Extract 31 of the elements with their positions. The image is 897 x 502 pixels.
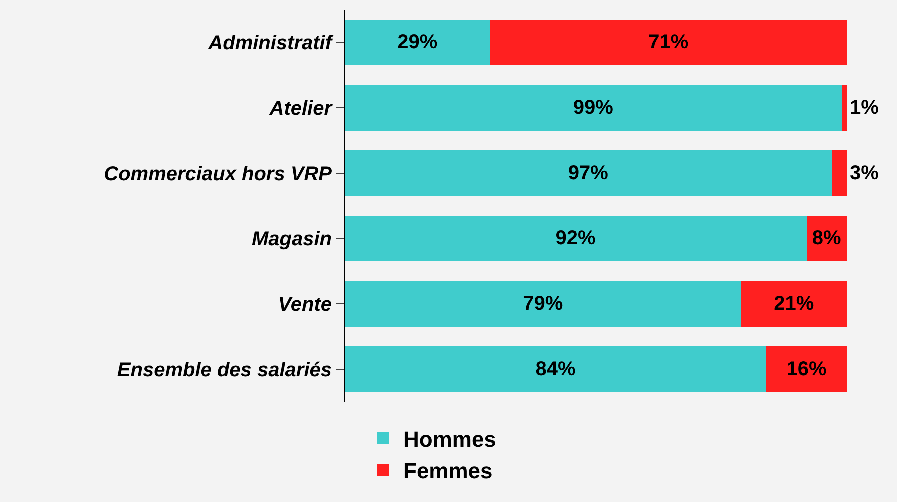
data-label: 92%	[556, 228, 596, 250]
legend-label: Hommes	[404, 427, 496, 452]
bar	[345, 20, 491, 66]
y-tick-label: Ensemble des salariés	[117, 359, 332, 382]
y-tick-label: Administratif	[208, 32, 334, 55]
data-label: 29%	[398, 32, 438, 54]
y-tick-label: Atelier	[268, 98, 334, 120]
bar	[345, 150, 832, 196]
data-label: 71%	[648, 32, 689, 54]
bar	[766, 346, 847, 392]
data-label: 16%	[786, 358, 827, 380]
y-tick-label: Magasin	[252, 228, 332, 251]
y-tick-label: Vente	[278, 294, 332, 316]
bar	[832, 150, 847, 196]
bar	[345, 85, 842, 131]
data-label: 84%	[536, 358, 576, 380]
data-label: 79%	[523, 293, 564, 315]
bar	[842, 85, 847, 131]
data-label: 1%	[850, 97, 880, 119]
bar	[490, 20, 847, 66]
data-label: 21%	[774, 293, 814, 315]
data-label: 3%	[850, 162, 880, 184]
bar	[345, 281, 742, 327]
data-label: 99%	[573, 97, 614, 119]
bar	[345, 346, 767, 392]
data-label: 97%	[568, 162, 609, 184]
data-label: 8%	[812, 228, 842, 250]
y-tick-label: Commerciaux hors VRP	[104, 163, 333, 186]
bar	[742, 281, 847, 327]
bar	[345, 216, 807, 262]
legend-label: Femmes	[404, 458, 493, 484]
